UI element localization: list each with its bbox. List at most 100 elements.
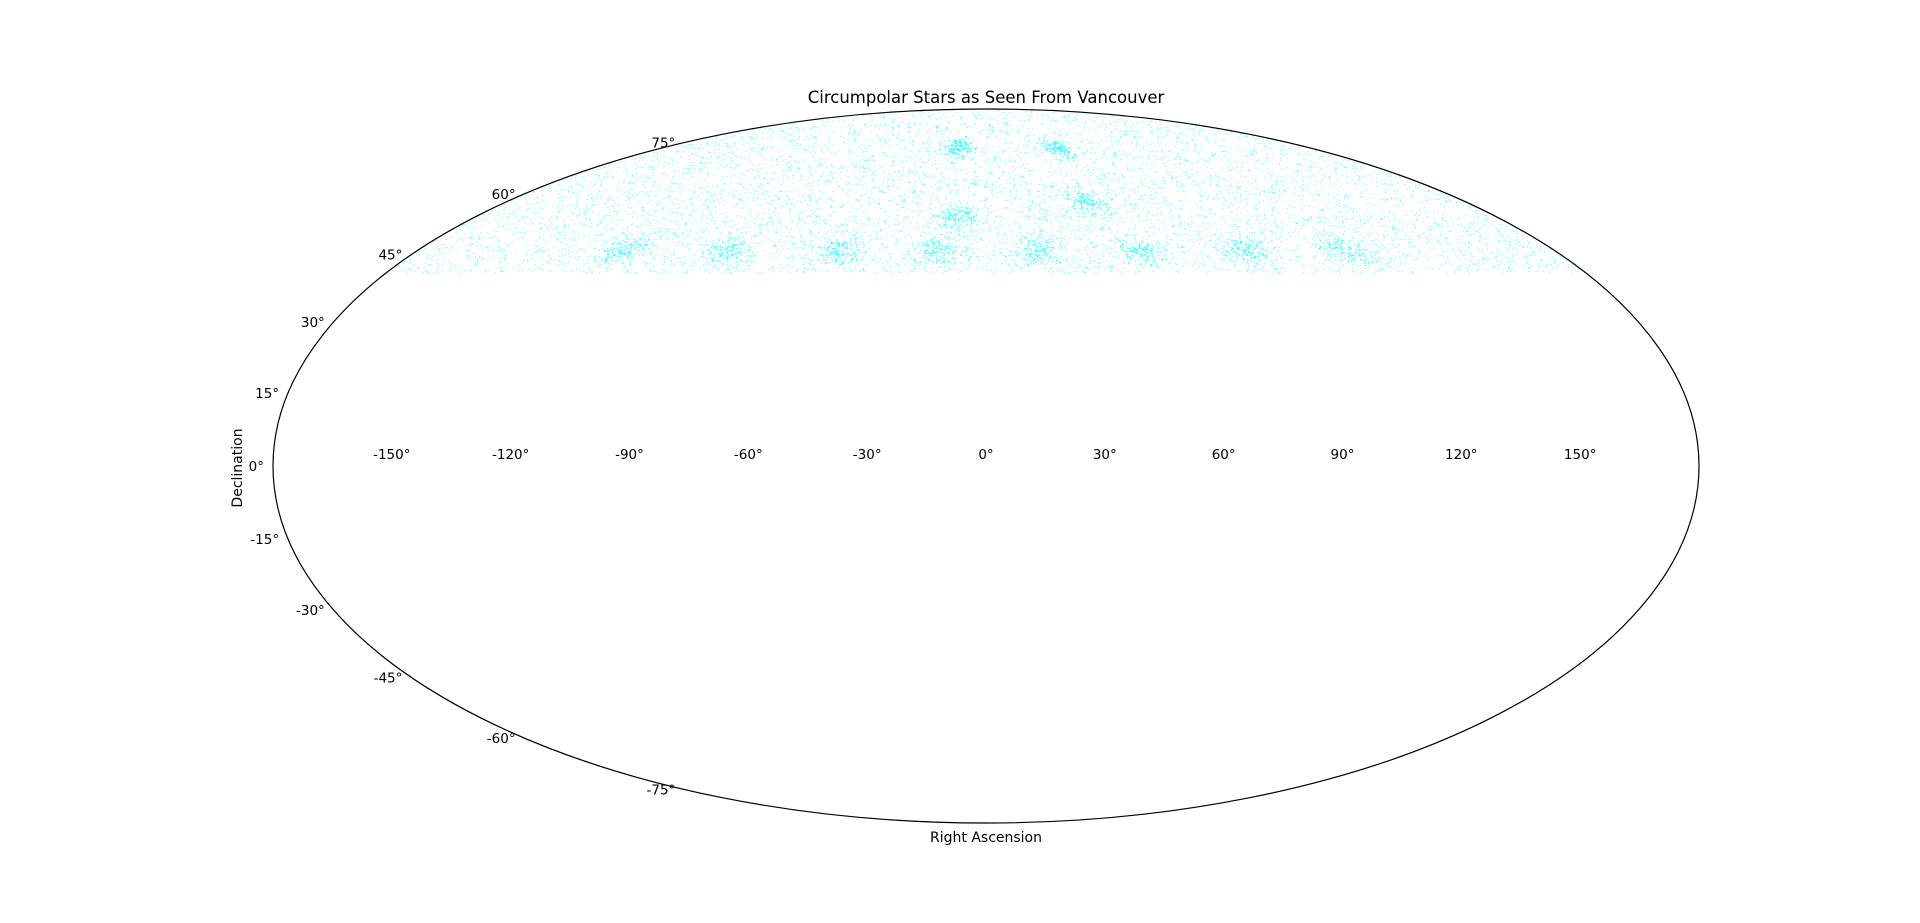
star-point xyxy=(1285,212,1287,214)
star-point xyxy=(918,149,921,152)
star-point xyxy=(538,237,541,240)
star-point xyxy=(770,258,772,260)
star-point xyxy=(1052,213,1055,215)
star-point xyxy=(988,124,991,126)
star-point xyxy=(764,235,767,237)
star-point xyxy=(601,248,604,250)
star-point xyxy=(1248,262,1250,265)
star-point xyxy=(1187,223,1190,226)
star-point xyxy=(1190,239,1192,241)
star-point xyxy=(960,117,963,119)
star-point xyxy=(706,190,709,193)
star-point xyxy=(739,132,741,134)
star-point xyxy=(1388,211,1391,214)
star-point xyxy=(829,225,832,227)
star-point xyxy=(1008,224,1011,226)
star-point xyxy=(714,227,717,229)
star-point xyxy=(1223,146,1225,148)
star-point xyxy=(744,255,747,257)
star-point xyxy=(1082,235,1084,237)
star-point xyxy=(905,124,907,126)
star-point xyxy=(607,206,609,209)
star-point xyxy=(519,231,521,234)
star-point xyxy=(1188,251,1191,253)
star-point xyxy=(972,111,975,113)
star-point xyxy=(1277,267,1279,270)
star-point xyxy=(1210,177,1212,179)
star-point xyxy=(994,136,997,138)
star-point xyxy=(1081,270,1084,272)
star-point xyxy=(1359,267,1362,270)
star-point xyxy=(874,165,876,167)
star-point xyxy=(983,255,985,258)
star-point xyxy=(1163,197,1166,199)
star-point xyxy=(862,268,865,271)
star-point xyxy=(1103,156,1105,159)
star-point xyxy=(677,235,680,238)
star-point xyxy=(913,123,916,126)
star-point xyxy=(1174,133,1176,135)
star-point xyxy=(953,249,956,251)
star-point xyxy=(1010,130,1012,133)
star-point xyxy=(1211,152,1214,154)
star-point xyxy=(778,253,780,255)
star-point xyxy=(880,151,883,154)
star-point xyxy=(1390,175,1392,178)
star-point xyxy=(1414,258,1416,261)
star-point xyxy=(996,216,998,219)
star-point xyxy=(922,160,924,163)
star-point xyxy=(500,265,502,268)
star-point xyxy=(1112,144,1114,147)
star-point xyxy=(1317,221,1320,223)
star-point xyxy=(931,163,934,166)
star-point xyxy=(425,269,428,272)
star-point xyxy=(993,245,995,248)
star-point xyxy=(1235,214,1237,217)
star-point xyxy=(1545,247,1547,249)
star-point xyxy=(1177,153,1180,155)
star-point xyxy=(1157,246,1159,249)
star-point xyxy=(1339,237,1342,239)
star-point xyxy=(535,244,537,247)
star-point xyxy=(1146,162,1148,164)
star-point xyxy=(784,257,786,259)
star-point xyxy=(875,271,877,274)
star-point xyxy=(1270,185,1272,188)
star-point xyxy=(809,264,812,266)
star-point xyxy=(1062,258,1065,261)
star-point xyxy=(1259,245,1261,247)
star-point xyxy=(787,247,789,249)
star-point xyxy=(1018,228,1020,230)
star-point xyxy=(1496,230,1499,232)
star-point xyxy=(725,260,728,263)
star-point xyxy=(1364,176,1366,178)
star-point xyxy=(1003,124,1005,126)
star-point xyxy=(1399,263,1402,266)
star-point xyxy=(1204,140,1207,143)
star-point xyxy=(1272,211,1274,214)
star-point xyxy=(604,202,606,205)
star-point xyxy=(1197,151,1200,153)
star-point xyxy=(1207,255,1210,258)
star-point xyxy=(1274,221,1276,224)
star-point xyxy=(1493,256,1496,258)
star-point xyxy=(657,200,660,202)
star-point xyxy=(992,131,994,133)
star-point xyxy=(950,231,953,233)
star-point xyxy=(1097,271,1099,274)
star-point xyxy=(487,249,490,252)
star-point xyxy=(631,188,634,191)
star-point xyxy=(1322,262,1325,265)
star-point xyxy=(1022,258,1024,261)
star-point xyxy=(1043,263,1046,265)
star-point xyxy=(989,229,992,232)
star-point xyxy=(718,257,721,260)
star-point xyxy=(1065,175,1068,178)
star-point xyxy=(1189,128,1191,130)
star-point xyxy=(1023,251,1025,253)
star-point xyxy=(558,197,560,200)
star-point xyxy=(778,199,780,201)
star-point xyxy=(605,189,607,191)
star-point xyxy=(914,192,916,194)
star-point xyxy=(488,222,491,224)
